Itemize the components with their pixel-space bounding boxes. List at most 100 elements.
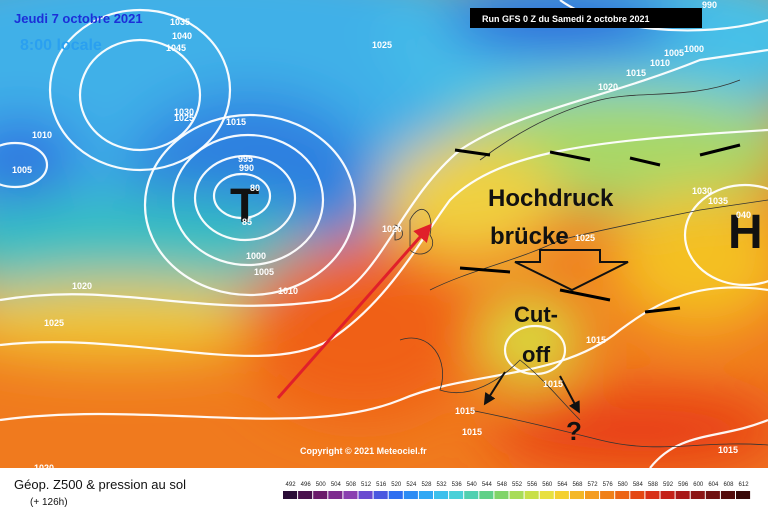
scale-swatch	[418, 491, 433, 499]
isobar-label: 1015	[543, 379, 563, 389]
isobar-label: 1030	[692, 186, 712, 196]
scale-label: 580	[618, 482, 629, 488]
scale-swatch	[524, 491, 539, 499]
subsidence-arrow	[514, 249, 629, 292]
isobar-label: 1015	[455, 406, 475, 416]
scale-swatch	[690, 491, 705, 499]
scale-swatch	[720, 491, 735, 499]
scale-swatch	[630, 491, 645, 499]
annotation: off	[522, 342, 551, 367]
scale-label: 592	[663, 482, 674, 488]
isobar-label: 85	[242, 217, 252, 227]
isobar-label: 1005	[254, 267, 274, 277]
isobar-label: 1025	[174, 113, 194, 123]
isobar-label: 1020	[72, 281, 92, 291]
scale-label: 604	[708, 482, 719, 488]
scale-swatch	[615, 491, 630, 499]
scale-swatch	[569, 491, 584, 499]
isobars	[0, 0, 768, 468]
scale-label: 500	[316, 482, 327, 488]
scale-label: 556	[527, 482, 538, 488]
isobar-label: 1025	[44, 318, 64, 328]
scale-swatch	[328, 491, 343, 499]
scale-swatch	[705, 491, 720, 499]
isobar-label: 1015	[586, 335, 606, 345]
scale-swatch	[736, 491, 751, 499]
scale-swatch	[675, 491, 690, 499]
scale-label: 544	[482, 482, 493, 488]
isobar-label: 1020	[598, 82, 618, 92]
track-arrow	[559, 375, 580, 414]
forecast-date: Jeudi 7 octobre 2021	[14, 11, 143, 26]
scale-swatch	[403, 491, 418, 499]
scale-swatch	[479, 491, 494, 499]
scale-label: 496	[301, 482, 312, 488]
low-symbol: T	[230, 180, 259, 233]
scale-label: 540	[467, 482, 478, 488]
scale-swatch	[494, 491, 509, 499]
isobar-label: 1010	[650, 58, 670, 68]
isobar-label: 990	[239, 163, 254, 173]
scale-label: 548	[497, 482, 508, 488]
annotation: Cut-	[514, 302, 558, 327]
scale-label: 560	[542, 482, 553, 488]
scale-label: 568	[572, 482, 583, 488]
isobar-label: 1010	[32, 130, 52, 140]
isobar-label: 990	[702, 0, 717, 10]
scale-label: 564	[557, 482, 568, 488]
scale-swatch	[645, 491, 660, 499]
isobar-label: 1015	[718, 445, 738, 455]
footer-title: Géop. Z500 & pression au sol	[14, 477, 186, 492]
isobar-label: 1005	[12, 165, 32, 175]
scale-label: 520	[391, 482, 402, 488]
isobar-label: 1010	[278, 286, 298, 296]
lead-time: (+ 126h)	[30, 497, 68, 508]
scale-label: 536	[452, 482, 463, 488]
scale-label: 528	[421, 482, 432, 488]
scale-swatch	[388, 491, 403, 499]
isobar-label: 040	[736, 210, 751, 220]
isobar-label: 1000	[684, 44, 704, 54]
scale-swatch	[554, 491, 569, 499]
annotation: brücke	[490, 223, 569, 250]
scale-swatch	[298, 491, 313, 499]
scale-label: 532	[437, 482, 448, 488]
scale-label: 512	[361, 482, 372, 488]
scale-swatch	[373, 491, 388, 499]
scale-label: 572	[588, 482, 599, 488]
scale-swatch	[660, 491, 675, 499]
scale-label: 524	[406, 482, 417, 488]
annotation: ?	[566, 416, 582, 446]
isobar-label: 1040	[172, 31, 192, 41]
coastlines	[394, 79, 768, 448]
scale-label: 584	[633, 482, 644, 488]
fronts	[454, 143, 741, 314]
isobar-label: 1015	[626, 68, 646, 78]
high-symbol: H	[728, 206, 763, 259]
footer	[0, 468, 768, 512]
scale-swatch	[343, 491, 358, 499]
isobar-label: 1000	[246, 251, 266, 261]
isobar-label: 1015	[226, 117, 246, 127]
scale-label: 588	[648, 482, 659, 488]
isobar-label: 1025	[372, 40, 392, 50]
track-arrow	[483, 371, 506, 406]
scale-label: 596	[678, 482, 689, 488]
map-field	[0, 0, 768, 468]
scale-swatch	[600, 491, 615, 499]
scale-label: 552	[512, 482, 523, 488]
scale-label: 508	[346, 482, 357, 488]
scale-label: 576	[603, 482, 614, 488]
isobar-label: 80	[250, 183, 260, 193]
isobar-label: 1005	[664, 48, 684, 58]
isobar-label: 1030	[174, 107, 194, 117]
scale-swatch	[283, 491, 298, 499]
isobar-label: 1035	[708, 196, 728, 206]
copyright: Copyright © 2021 Meteociel.fr	[300, 446, 427, 456]
scale-swatch	[358, 491, 373, 499]
scale-swatch	[509, 491, 524, 499]
scale-swatch	[434, 491, 449, 499]
scale-swatch	[313, 491, 328, 499]
isobar-label: 1020	[382, 224, 402, 234]
